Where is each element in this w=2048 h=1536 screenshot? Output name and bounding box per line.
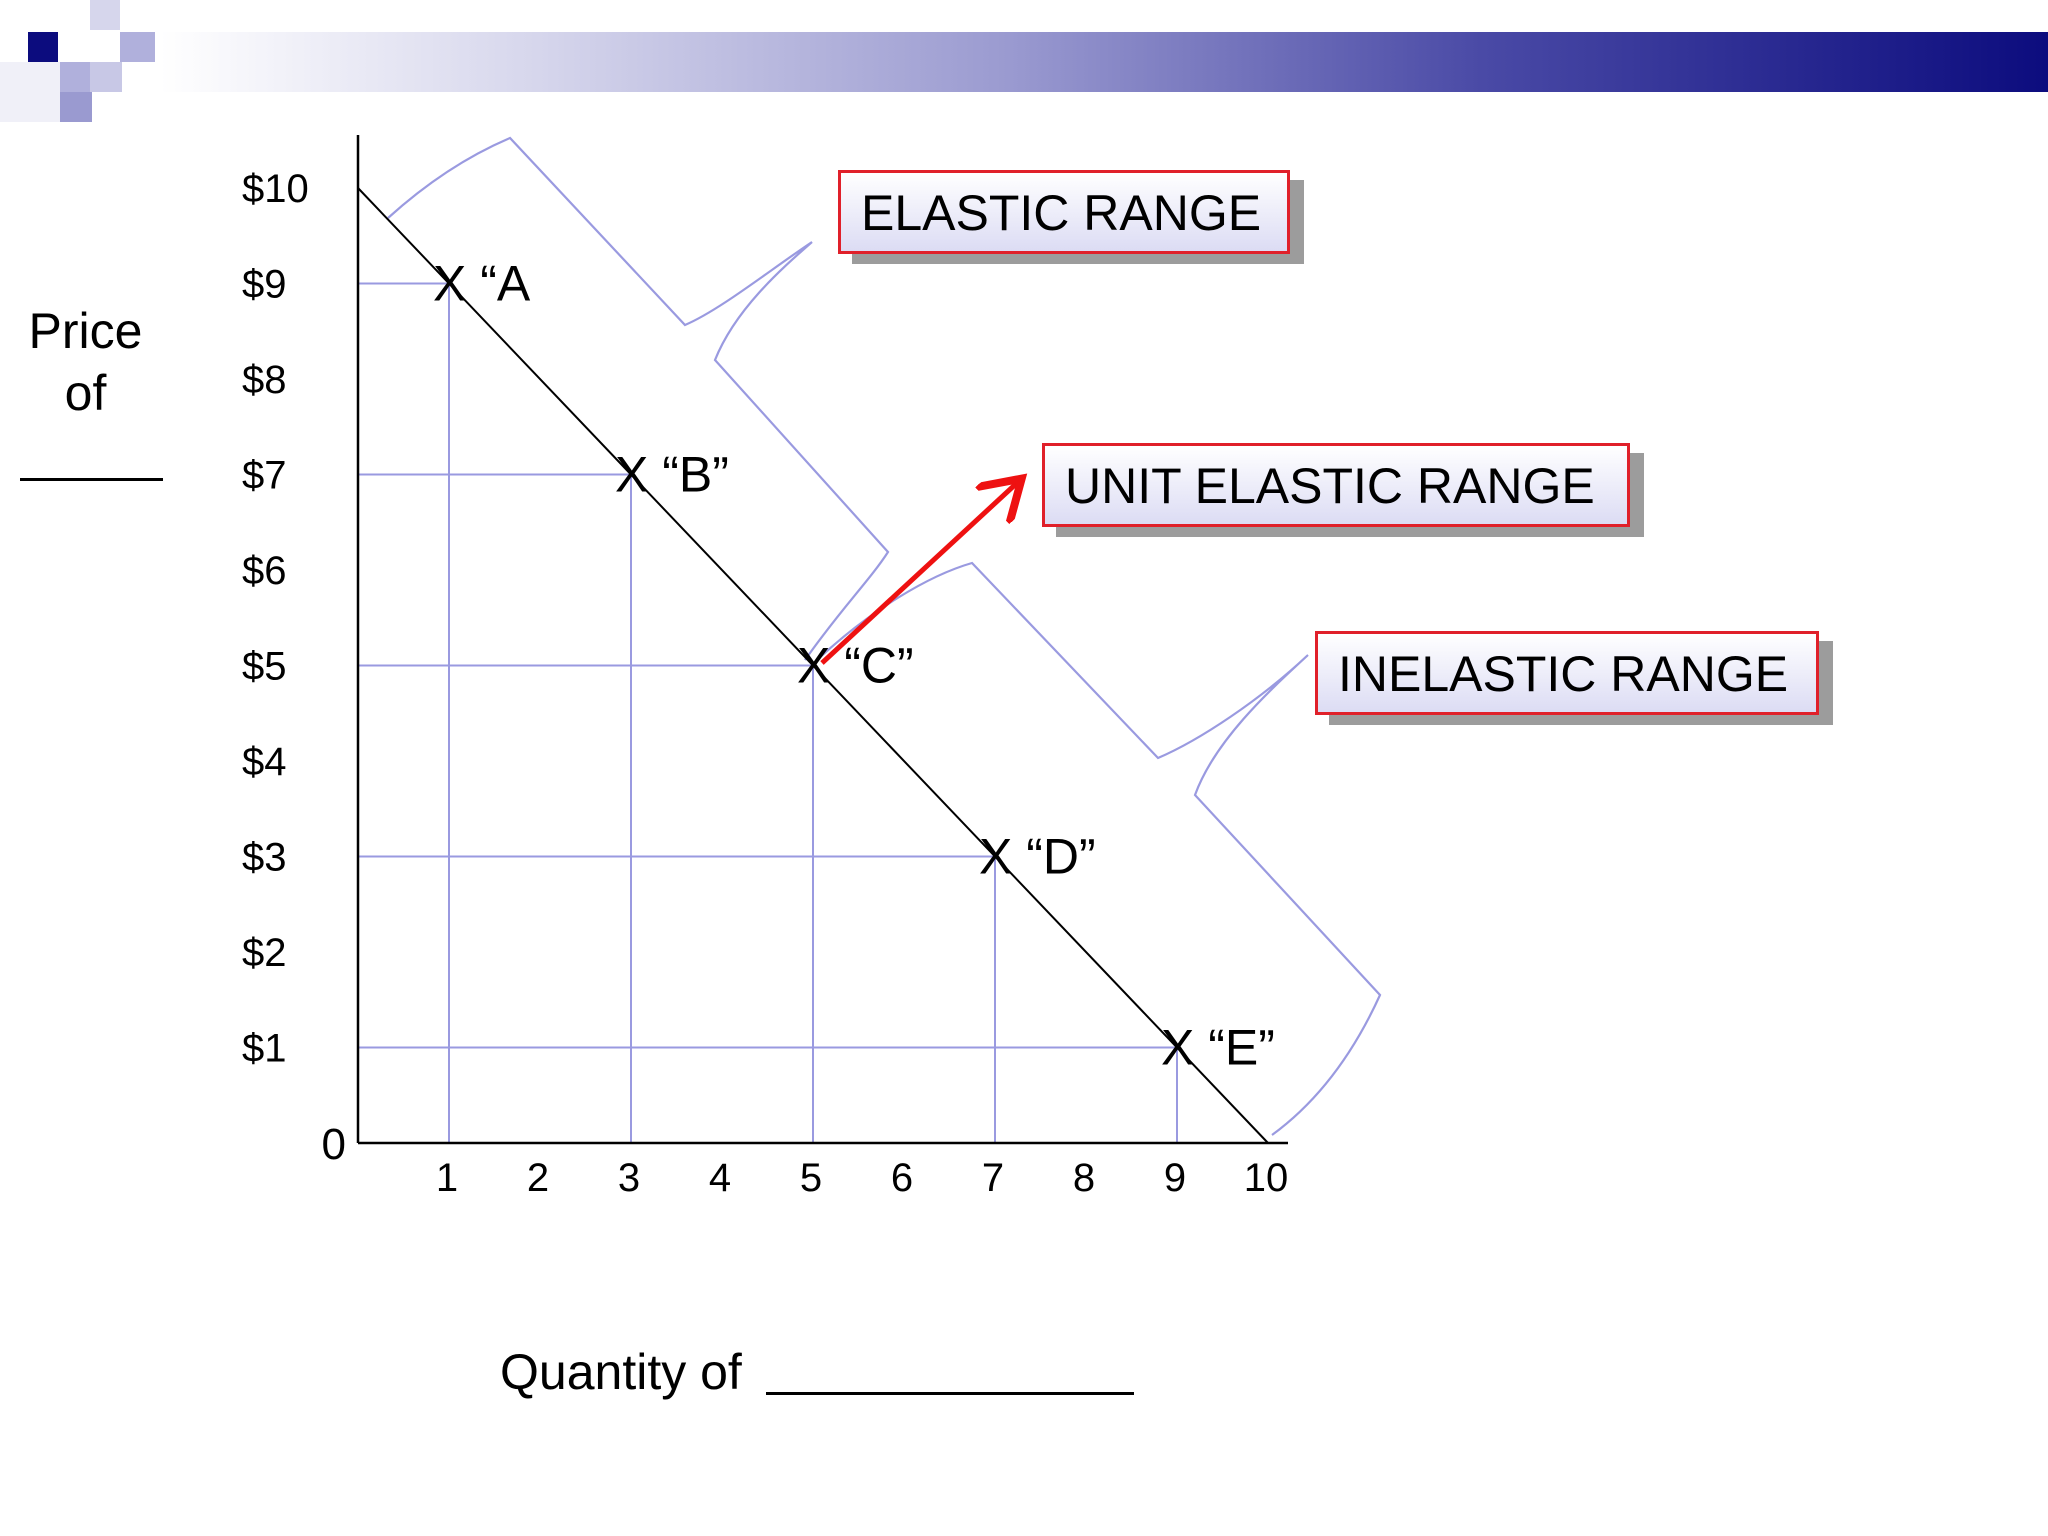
header-square — [120, 32, 155, 62]
header-squares — [0, 0, 170, 130]
origin-label: 0 — [322, 1120, 346, 1169]
header-square — [60, 62, 92, 92]
axes — [356, 135, 1288, 1145]
y-tick-label: $2 — [242, 931, 287, 975]
elastic-range-brace — [387, 136, 890, 661]
data-point-label: X “E” — [1161, 1020, 1275, 1076]
x-tick-label: 6 — [891, 1156, 913, 1200]
x-axis-title-wrap: Quantity of — [500, 1343, 1134, 1401]
inelastic-range-label: INELASTIC RANGE — [1338, 646, 1789, 702]
y-tick-label: $7 — [242, 454, 287, 498]
y-tick-label: $8 — [242, 358, 287, 402]
y-tick-label: $5 — [242, 645, 287, 689]
x-tick-label: 8 — [1073, 1156, 1095, 1200]
range-braces — [387, 136, 1382, 1136]
y-tick-label: $3 — [242, 836, 287, 880]
unit-elastic-range-box: UNIT ELASTIC RANGE — [1042, 443, 1630, 527]
header-decoration — [0, 0, 2048, 130]
unit-elastic-arrow — [820, 482, 1018, 665]
x-tick-label: 2 — [527, 1156, 549, 1200]
header-square — [90, 0, 120, 30]
tick-labels: $10 $9 $8 $7 $6 $5 $4 $3 $2 $1 1 2 3 4 5 6 7 8 9 10 0 — [242, 167, 1288, 1200]
y-tick-label: $4 — [242, 740, 287, 784]
unit-elastic-range-label: UNIT ELASTIC RANGE — [1065, 458, 1595, 514]
header-square — [60, 92, 92, 122]
y-tick-label: $6 — [242, 549, 287, 593]
header-gradient-bar — [160, 32, 2048, 92]
guide-lines — [358, 282, 1178, 1143]
header-square — [28, 32, 58, 62]
demand-line-group — [357, 187, 1269, 1144]
x-axis-title-blank — [765, 1392, 1134, 1395]
x-tick-label: 10 — [1244, 1156, 1289, 1200]
elastic-range-label: ELASTIC RANGE — [861, 185, 1262, 241]
inelastic-range-box: INELASTIC RANGE — [1315, 631, 1819, 715]
data-point-label: X “D” — [979, 829, 1096, 885]
inelastic-range-brace — [814, 561, 1382, 1136]
header-square — [90, 62, 122, 92]
data-point-label: X “A — [433, 256, 531, 312]
x-tick-label: 3 — [618, 1156, 640, 1200]
header-square — [0, 62, 60, 122]
unit-arrow-group — [820, 482, 1018, 665]
y-tick-label: $10 — [242, 167, 309, 211]
y-axis-title: Price of — [28, 303, 143, 421]
x-tick-label: 1 — [436, 1156, 458, 1200]
x-tick-label: 4 — [709, 1156, 731, 1200]
x-tick-label: 9 — [1164, 1156, 1186, 1200]
data-point-label: X “B” — [615, 447, 729, 503]
data-points: X “A X “B” X “C” X “D” X “E” — [433, 256, 1275, 1076]
data-point-label: X “C” — [797, 638, 914, 694]
y-tick-label: $1 — [242, 1027, 287, 1071]
y-axis-title-blank — [20, 478, 163, 481]
demand-line — [357, 187, 1269, 1144]
x-tick-label: 7 — [982, 1156, 1004, 1200]
x-tick-label: 5 — [800, 1156, 822, 1200]
x-axis-title: Quantity of — [500, 1344, 742, 1400]
elastic-range-box: ELASTIC RANGE — [838, 170, 1290, 254]
y-tick-label: $9 — [242, 263, 287, 307]
